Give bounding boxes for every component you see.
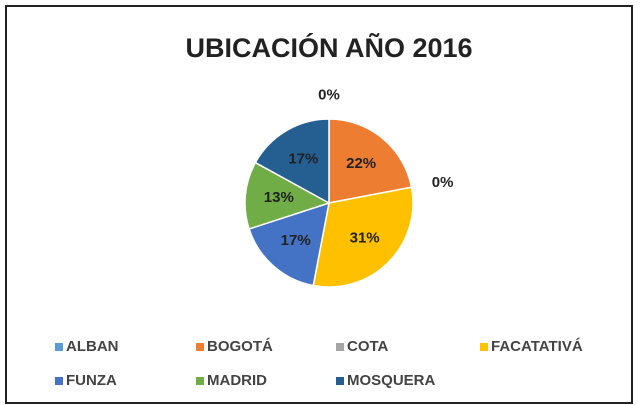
pie-slice: [248, 201, 330, 287]
data-label: 13%: [264, 189, 294, 206]
legend-label: BOGOTÁ: [207, 338, 273, 355]
data-label: 22%: [346, 155, 376, 172]
data-label: 17%: [288, 151, 318, 168]
legend-swatch: [336, 377, 344, 385]
data-label: 0%: [318, 86, 340, 103]
data-label: 0%: [432, 174, 454, 191]
legend-swatch: [480, 343, 488, 351]
legend-label: FUNZA: [66, 372, 117, 389]
legend-label: COTA: [347, 338, 389, 355]
pie-slice: [312, 186, 414, 288]
data-label: 31%: [350, 230, 380, 247]
pie-slice: [244, 161, 331, 230]
pie-slice: [328, 118, 413, 204]
data-label: 17%: [281, 232, 311, 249]
legend-label: MADRID: [207, 372, 267, 389]
chart-title: UBICACIÓN AÑO 2016: [185, 32, 472, 63]
legend-swatch: [55, 377, 63, 385]
legend-swatch: [196, 377, 204, 385]
legend-label: FACATATIVÁ: [491, 338, 583, 355]
legend-label: ALBAN: [66, 338, 119, 355]
pie-slice: [254, 118, 330, 205]
legend-label: MOSQUERA: [347, 372, 436, 389]
legend-swatch: [196, 343, 204, 351]
legend-swatch: [336, 343, 344, 351]
legend-swatch: [55, 343, 63, 351]
